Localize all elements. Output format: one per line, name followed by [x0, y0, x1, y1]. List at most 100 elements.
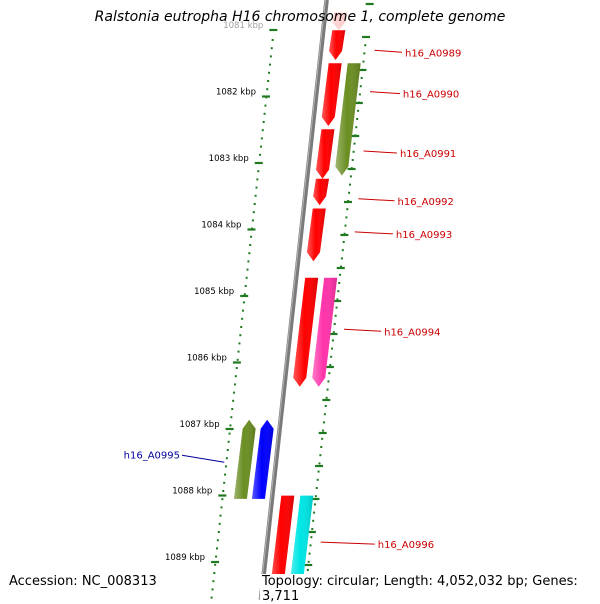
ruler-dot-inner — [236, 358, 239, 361]
ruler-dot-outer — [348, 183, 351, 186]
ruler-dot-outer — [364, 44, 367, 47]
gene-label[interactable]: h16_A0991 — [400, 149, 456, 160]
ruler-dot-inner — [223, 481, 226, 484]
ruler-dot-inner — [262, 121, 265, 123]
ruler-dot-outer — [349, 175, 352, 178]
gene-arrow-shading — [332, 12, 348, 31]
gene-arrow-shading — [321, 63, 342, 126]
ruler-dot-inner — [253, 203, 256, 205]
gene-label[interactable]: h16_A0993 — [396, 230, 452, 241]
ruler-dot-outer — [321, 437, 324, 440]
ruler-dot-inner — [254, 194, 257, 197]
gene-arrow-shading — [329, 30, 346, 60]
ruler-dot-inner — [238, 342, 241, 345]
ruler-dot-inner — [215, 547, 218, 550]
ruler-tick-label: 1083 kbp — [209, 154, 249, 164]
gene-label[interactable]: h16_A0992 — [398, 197, 454, 208]
gene-label[interactable]: h16_A0994 — [384, 327, 440, 338]
ruler-dot-outer — [363, 52, 366, 55]
ruler-dot-inner — [220, 506, 223, 509]
label-leader — [181, 454, 225, 463]
ruler-dot-inner — [260, 137, 263, 140]
gene-label[interactable]: h16_A0995 — [124, 450, 180, 461]
ruler-dot-inner — [266, 88, 269, 91]
gene-arrow-shading — [335, 63, 361, 176]
ruler-dot-inner — [237, 350, 240, 353]
ruler-dot-inner — [246, 268, 249, 271]
backbone-layer — [258, 0, 329, 600]
ruler-dot-inner — [249, 244, 252, 246]
ruler-dot-inner — [213, 572, 216, 574]
ruler-dot-inner — [271, 39, 274, 41]
ruler-tick-label: 1087 kbp — [180, 420, 220, 430]
label-leader — [320, 541, 375, 545]
label-leader — [354, 231, 393, 235]
ruler-dot-outer — [334, 314, 337, 317]
ruler-dot-outer — [352, 150, 355, 153]
backbone-highlight — [259, 0, 326, 600]
ruler-dot-outer — [327, 380, 330, 383]
ruler-tick-label: 1081 kbp — [223, 21, 263, 31]
ruler-dot-inner — [270, 47, 273, 50]
ruler-dot-outer — [333, 323, 336, 325]
ruler-dot-outer — [308, 552, 311, 555]
ruler-dot-outer — [340, 265, 343, 268]
gene-label[interactable]: h16_A0996 — [378, 540, 434, 551]
ruler-dot-outer — [326, 388, 329, 391]
ruler-dot-outer — [331, 339, 334, 342]
ruler-dot-inner — [234, 375, 237, 378]
feature-layer — [233, 12, 361, 595]
ruler-dot-inner — [259, 145, 262, 148]
gene-label[interactable]: h16_A0990 — [403, 90, 459, 101]
ruler-dot-inner — [216, 539, 219, 542]
ruler-dot-outer — [345, 216, 348, 219]
gene-arrow-shading — [316, 129, 335, 179]
ruler-dot-outer — [342, 241, 345, 243]
ruler-dot-outer — [359, 85, 362, 88]
gene-arrow-shading — [251, 419, 274, 499]
ruler-dot-outer — [360, 77, 363, 79]
ruler-dot-inner — [211, 588, 214, 591]
backbone-line — [258, 0, 329, 600]
ruler-dot-inner — [255, 186, 258, 189]
ruler-dot-outer — [362, 60, 365, 63]
ruler-dot-inner — [259, 153, 262, 156]
ruler-dot-inner — [232, 399, 235, 402]
ruler-dot-outer — [319, 454, 322, 457]
ruler-dot-inner — [261, 129, 264, 132]
ruler-dot-inner — [263, 112, 266, 115]
label-leader — [344, 328, 382, 332]
ruler-dot-outer — [341, 249, 344, 252]
ruler-dot-outer — [351, 159, 354, 161]
gene-arrow-shading — [313, 178, 330, 206]
ruler-dot-inner — [215, 555, 218, 558]
ruler-dot-outer — [311, 528, 314, 530]
ruler-layer: 1081 kbp 1082 kbp 1083 kbp 1084 kbp 1085 kbp… — [165, 2, 374, 600]
ruler-dot-inner — [257, 170, 260, 173]
ruler-dot-outer — [344, 224, 347, 227]
ruler-dot-inner — [243, 293, 246, 296]
ruler-dot-outer — [332, 331, 335, 334]
ruler-dot-outer — [325, 396, 328, 399]
ruler-dot-outer — [322, 429, 325, 432]
ruler-dot-inner — [235, 367, 238, 369]
gene-arrow-shading — [312, 277, 338, 387]
ruler-dot-outer — [355, 126, 358, 129]
ruler-dot-inner — [214, 563, 217, 566]
ruler-dot-inner — [219, 514, 222, 517]
label-leader — [370, 91, 400, 95]
gene-label[interactable]: h16_A0989 — [405, 48, 461, 59]
ruler-dot-inner — [242, 309, 245, 312]
ruler-dot-outer — [312, 519, 315, 522]
ruler-dot-outer — [358, 93, 361, 96]
ruler-dot-outer — [339, 273, 342, 276]
ruler-dot-inner — [224, 465, 227, 468]
label-leader — [363, 150, 397, 154]
ruler-dot-inner — [228, 432, 231, 435]
topology-text: Topology: circular; Length: 4,052,032 bp… — [260, 574, 600, 604]
ruler-dot-inner — [210, 596, 213, 599]
ruler-dot-outer — [336, 298, 339, 301]
ruler-tick-label: 1088 kbp — [172, 487, 212, 497]
ruler-dot-outer — [314, 495, 317, 498]
